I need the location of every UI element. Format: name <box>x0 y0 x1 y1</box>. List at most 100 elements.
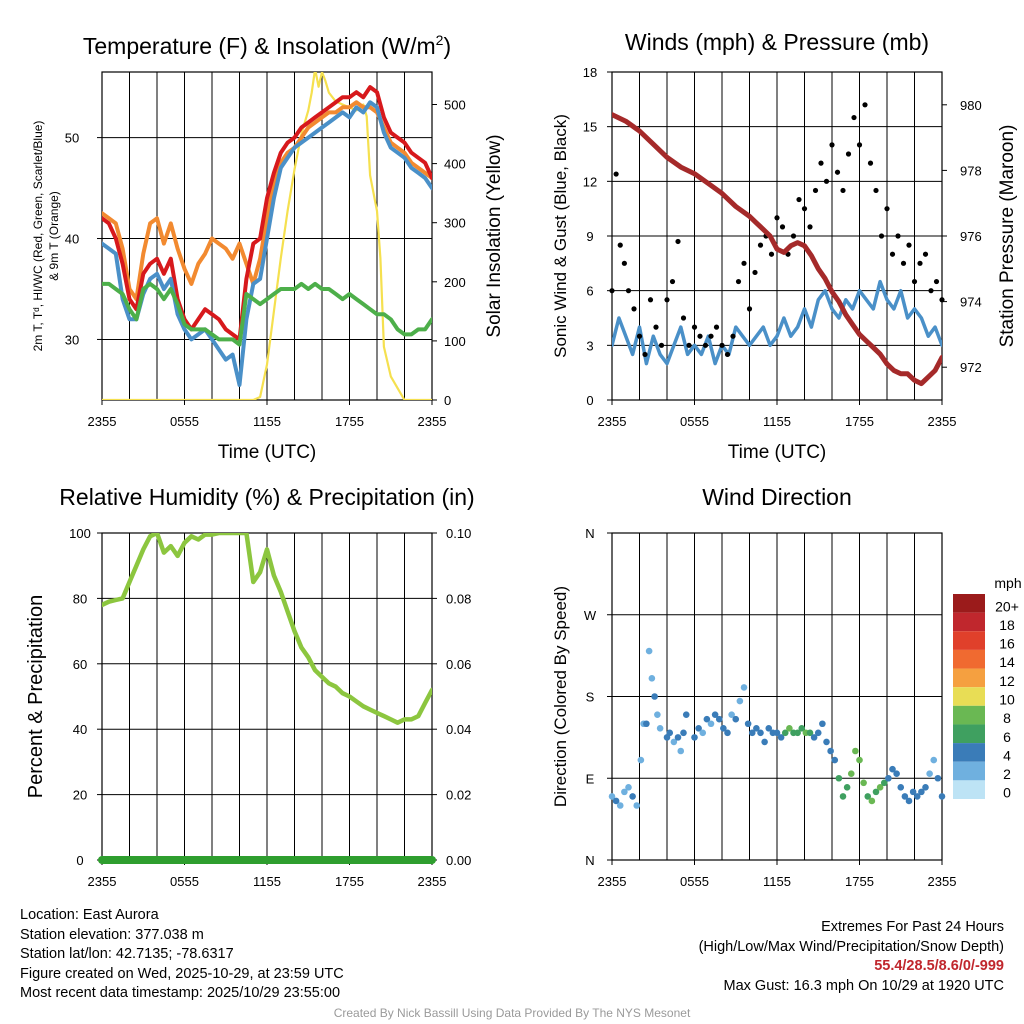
colorbar-label: 8 <box>1003 710 1011 726</box>
gust-point <box>900 260 907 266</box>
gust-point <box>862 102 868 108</box>
y-tick-label-left: S <box>586 690 595 705</box>
direction-point <box>913 793 921 800</box>
direction-point <box>724 729 731 737</box>
gust-point <box>933 278 940 285</box>
gust-point <box>613 171 619 177</box>
y-tick-label-left: 0 <box>76 853 83 868</box>
direction-point <box>860 779 867 787</box>
direction-point <box>905 797 913 805</box>
direction-point <box>695 724 702 732</box>
x-tick-label: 2355 <box>598 414 627 429</box>
colorbar-swatch <box>953 761 985 781</box>
direction-point <box>777 734 785 741</box>
direction-point <box>703 715 711 723</box>
direction-point <box>926 770 933 778</box>
direction-point <box>934 774 942 782</box>
extremes-info: Extremes For Past 24 Hours (High/Low/Max… <box>699 918 1004 996</box>
y-tick-label-right: 0.10 <box>446 526 471 541</box>
gust-point <box>653 324 659 330</box>
colorbar-label: 20+ <box>995 598 1019 614</box>
direction-point <box>674 734 682 741</box>
direction-point <box>868 797 876 805</box>
direction-point <box>740 684 748 691</box>
gust-point <box>818 160 824 166</box>
created-text: Figure created on Wed, 2025-10-29, at 23… <box>20 965 344 982</box>
colorbar-label: 14 <box>999 654 1015 670</box>
gust-point <box>922 251 929 257</box>
gust-point <box>724 351 731 358</box>
gust-point <box>878 233 885 239</box>
y-axis-label-right: Station Pressure (Maroon) <box>997 125 1018 348</box>
colorbar-swatch <box>953 724 985 744</box>
direction-point <box>810 734 818 741</box>
gust-point <box>801 206 808 212</box>
gust-point <box>746 306 753 312</box>
direction-point <box>666 729 674 737</box>
x-axis-label: Time (UTC) <box>728 442 827 463</box>
x-tick-label: 2355 <box>88 414 117 429</box>
y-tick-label-right: 972 <box>960 360 982 375</box>
x-tick-label: 0555 <box>680 874 709 889</box>
direction-point <box>699 729 707 737</box>
y-tick-label-left: N <box>585 526 594 541</box>
gust-point <box>779 224 786 230</box>
y-tick-label-right: 100 <box>444 334 466 349</box>
gust-point <box>812 187 819 194</box>
direction-point <box>711 711 719 718</box>
panel-4: N E S W N 2355 0555 1155 1755 2355 Wind Direction D… <box>551 484 1022 889</box>
direction-point <box>864 793 872 800</box>
colorbar-swatch <box>953 631 985 650</box>
gust-point <box>906 242 912 248</box>
direction-point <box>757 729 764 737</box>
gust-point <box>823 178 830 184</box>
x-tick-label: 0555 <box>170 414 199 429</box>
y-tick-label-left: 50 <box>65 131 79 146</box>
direction-point <box>728 711 735 718</box>
station-info: Location: East Aurora Station elevation:… <box>20 906 344 1004</box>
colorbar-swatch <box>953 743 985 762</box>
y-tick-label-right: 974 <box>960 295 982 310</box>
series-solar-insolation <box>102 72 432 400</box>
colorbar-label: 2 <box>1003 766 1011 782</box>
y-tick-label-right: 978 <box>960 163 982 178</box>
direction-point <box>616 802 624 809</box>
gust-point <box>845 151 852 157</box>
y-tick-label-left: E <box>586 771 595 786</box>
y-tick-label-left: 0 <box>586 393 593 408</box>
gust-point <box>741 260 747 266</box>
gust-point <box>873 187 879 194</box>
colorbar-swatch <box>953 780 985 799</box>
y-tick-label-right: 400 <box>444 157 466 172</box>
x-tick-label: 1155 <box>763 874 791 889</box>
direction-point <box>691 734 698 741</box>
direction-point <box>901 793 909 800</box>
direction-point <box>656 724 664 732</box>
gust-point <box>702 342 709 348</box>
y-tick-label-left: 18 <box>583 65 597 80</box>
direction-point <box>648 675 656 682</box>
gust-point <box>834 169 841 175</box>
direction-point <box>645 647 653 655</box>
y-tick-label-left: 80 <box>73 591 87 606</box>
direction-point <box>938 793 946 800</box>
direction-point <box>643 720 650 728</box>
x-tick-label: 2355 <box>88 874 117 889</box>
elevation-text: Station elevation: 377.038 m <box>20 926 204 943</box>
y-tick-label-right: 0.04 <box>446 722 471 737</box>
x-tick-label: 1755 <box>335 414 364 429</box>
gust-point <box>768 251 775 257</box>
gust-point <box>617 242 623 248</box>
extremes-title: Extremes For Past 24 Hours <box>821 919 1004 935</box>
direction-point <box>897 784 905 791</box>
chart-title: Relative Humidity (%) & Precipitation (i… <box>59 484 474 510</box>
direction-point <box>707 720 715 728</box>
max-gust-text: Max Gust: 16.3 mph On 10/29 at 1920 UTC <box>723 977 1004 994</box>
direction-point <box>876 784 884 791</box>
credit-text: Created By Nick Bassill Using Data Provi… <box>333 1006 691 1020</box>
gust-point <box>796 196 802 203</box>
gust-point <box>856 142 863 148</box>
x-tick-label: 2355 <box>418 414 447 429</box>
